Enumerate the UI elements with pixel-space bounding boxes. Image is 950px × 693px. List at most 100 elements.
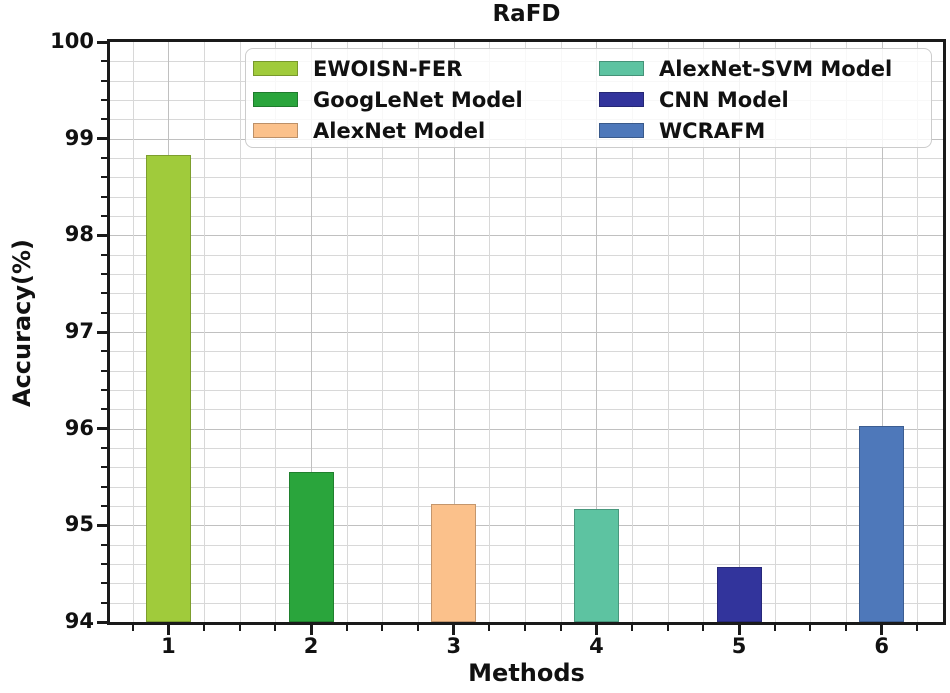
x-minor-tick <box>345 625 348 631</box>
y-minor-tick <box>101 253 107 256</box>
gridline-y-minor <box>110 467 943 469</box>
y-minor-tick <box>101 601 107 604</box>
y-tick-label-100: 100 <box>50 29 94 53</box>
gridline-x-minor <box>560 42 562 622</box>
x-minor-tick <box>845 625 847 631</box>
y-tick-label-99: 99 <box>64 125 94 150</box>
x-major-tick <box>737 625 741 635</box>
x-minor-tick <box>417 625 420 631</box>
gridline-y-minor <box>110 351 943 353</box>
legend-swatch-icon <box>253 92 298 107</box>
gridline-y-minor <box>110 409 943 411</box>
x-minor-tick <box>809 625 812 631</box>
gridline-x-minor <box>917 42 919 622</box>
x-minor-tick <box>666 625 669 631</box>
x-minor-tick <box>702 625 705 631</box>
gridline-x-major <box>311 42 313 622</box>
gridline-x-major <box>881 42 883 622</box>
gridline-y-minor <box>110 583 943 585</box>
gridline-x-major <box>739 42 741 622</box>
x-major-tick <box>594 625 598 635</box>
gridline-x-minor <box>382 42 384 622</box>
y-minor-tick <box>101 79 107 82</box>
y-minor-tick <box>101 60 107 63</box>
gridline-y-minor <box>110 158 943 159</box>
legend-item-label: AlexNet Model <box>313 118 486 143</box>
x-minor-tick <box>631 625 634 631</box>
x-minor-tick <box>488 625 491 631</box>
x-tick-label-6: 6 <box>874 634 889 658</box>
y-major-tick <box>97 620 107 624</box>
gridline-x-major <box>453 42 455 622</box>
gridline-y-major <box>110 332 943 333</box>
y-tick-label-98: 98 <box>64 222 94 247</box>
y-minor-tick <box>101 292 107 295</box>
legend-item-wcrafm: WCRAFM <box>599 115 931 146</box>
legend-item-label: CNN Model <box>659 87 789 112</box>
x-minor-tick <box>524 625 527 631</box>
x-minor-tick <box>238 625 241 631</box>
x-minor-tick <box>916 625 919 631</box>
gridline-y-minor <box>110 312 943 314</box>
legend-item-alexnet-svm-model: AlexNet-SVM Model <box>599 53 931 84</box>
gridline-y-minor <box>110 390 943 391</box>
y-minor-tick <box>101 505 107 507</box>
legend-item-label: WCRAFM <box>659 118 766 143</box>
bar-2-googlenet-model <box>288 472 334 622</box>
y-minor-tick <box>101 215 107 217</box>
gridline-y-minor <box>110 370 943 372</box>
gridline-x-minor <box>239 42 241 622</box>
legend-swatch-icon <box>253 61 298 76</box>
gridline-x-minor <box>774 42 776 622</box>
legend: EWOISN-FER GoogLeNet Model AlexNet Model A… <box>245 48 932 148</box>
y-major-tick <box>97 137 107 141</box>
y-minor-tick <box>101 466 107 469</box>
y-minor-tick <box>101 485 107 488</box>
y-minor-tick <box>101 582 107 585</box>
x-minor-tick <box>274 625 277 631</box>
legend-column-2: AlexNet-SVM Model CNN Model WCRAFM <box>599 53 931 147</box>
gridline-y-major <box>110 428 943 430</box>
x-axis-label: Methods <box>468 659 585 687</box>
x-minor-tick <box>131 625 134 631</box>
gridline-x-minor <box>489 42 491 622</box>
gridline-y-minor <box>110 177 943 179</box>
y-minor-tick <box>101 447 107 449</box>
y-major-tick <box>97 40 107 44</box>
gridline-x-minor <box>275 42 277 622</box>
legend-item-cnn-model: CNN Model <box>599 84 931 115</box>
legend-item-ewoisn-fer: EWOISN-FER <box>253 53 599 84</box>
legend-column-1: EWOISN-FER GoogLeNet Model AlexNet Model <box>253 53 599 147</box>
gridline-x-minor <box>346 42 348 622</box>
bar-1-ewoisn-fer <box>145 155 191 622</box>
legend-item-alexnet-model: AlexNet Model <box>253 115 599 146</box>
x-minor-tick <box>203 625 206 631</box>
gridline-y-minor <box>110 293 943 295</box>
gridline-y-minor <box>110 196 943 198</box>
legend-swatch-icon <box>599 61 644 76</box>
bar-4-alexnet-svm-model <box>573 508 619 622</box>
gridline-x-minor <box>667 42 669 622</box>
gridline-y-minor <box>110 254 943 256</box>
gridline-x-minor <box>703 42 705 622</box>
gridline-x-minor <box>132 42 134 622</box>
x-major-tick <box>880 625 884 635</box>
x-tick-label-1: 1 <box>161 634 176 658</box>
gridline-x-minor <box>525 42 527 622</box>
x-major-tick <box>166 625 170 635</box>
y-major-tick <box>97 523 107 527</box>
gridline-y-minor <box>110 506 943 507</box>
y-minor-tick <box>101 118 107 121</box>
y-major-tick <box>97 233 107 237</box>
bar-6-wcrafm <box>859 425 905 622</box>
gridline-y-major <box>110 525 943 527</box>
y-minor-tick <box>101 99 107 101</box>
bar-3-alexnet-model <box>431 504 477 622</box>
y-tick-label-96: 96 <box>64 415 94 440</box>
y-minor-tick <box>101 369 107 372</box>
gridline-y-minor <box>110 448 943 449</box>
x-minor-tick <box>559 625 562 631</box>
y-minor-tick <box>101 350 107 353</box>
legend-swatch-icon <box>253 123 298 138</box>
x-tick-label-5: 5 <box>731 634 747 658</box>
